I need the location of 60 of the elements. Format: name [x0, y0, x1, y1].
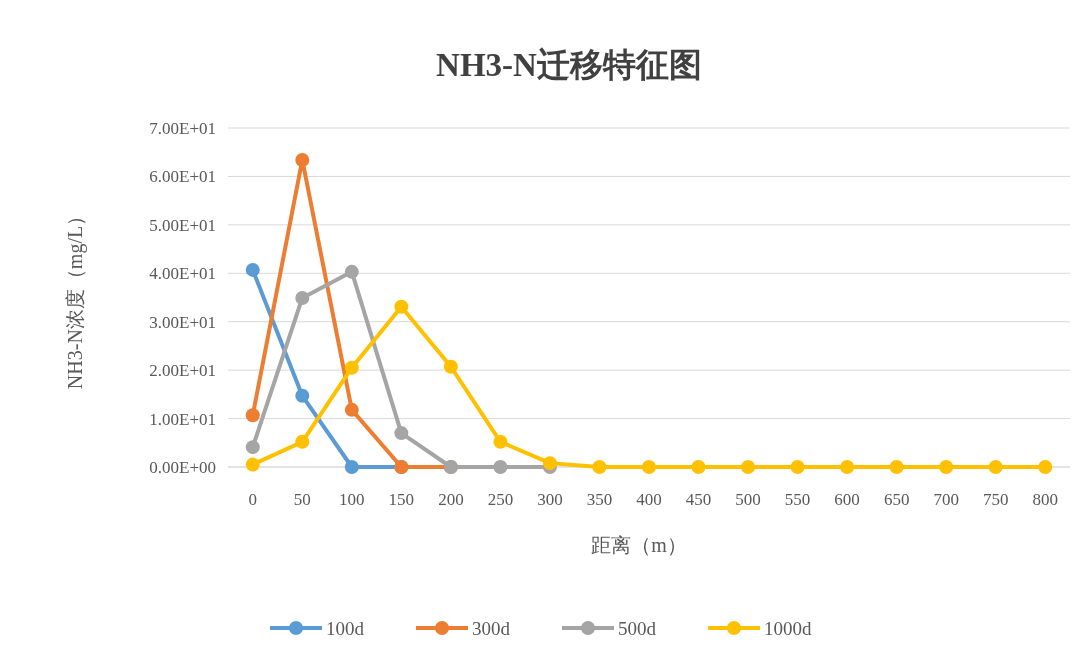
point [245, 457, 260, 472]
x-tick-label: 500 [735, 490, 761, 509]
point [245, 262, 260, 277]
point [394, 426, 409, 441]
point [939, 460, 954, 474]
x-tick-label: 150 [388, 490, 415, 509]
y-tick-label: 5.00E+01 [149, 215, 216, 235]
point [642, 460, 656, 474]
x-tick-label: 800 [1032, 490, 1058, 509]
x-axis-title: 距离（m） [591, 534, 687, 556]
x-tick-label: 700 [933, 490, 959, 509]
point [889, 460, 904, 474]
x-tick-label: 350 [586, 490, 613, 509]
point [542, 456, 557, 471]
x-tick-label: 650 [883, 490, 910, 509]
x-tick-label: 600 [834, 490, 860, 509]
x-tick-label: 750 [982, 490, 1009, 509]
x-tick-label: 450 [685, 490, 712, 509]
x-tick-label: 100 [339, 490, 365, 509]
point [394, 299, 409, 314]
y-tick-label: 3.00E+01 [149, 312, 216, 332]
point [840, 460, 855, 474]
point [344, 264, 359, 279]
point [691, 460, 706, 474]
point [295, 388, 310, 403]
point [1038, 460, 1053, 474]
y-tick-label: 2.00E+01 [149, 361, 216, 381]
legend-label: 100d [326, 618, 365, 639]
point [295, 290, 310, 305]
x-tick-label: 50 [293, 490, 311, 509]
point [245, 408, 260, 423]
y-tick-label: 4.00E+01 [149, 264, 216, 284]
point [295, 152, 310, 167]
x-tick-label: 300 [537, 490, 563, 509]
point [245, 440, 260, 455]
point [592, 460, 607, 474]
y-tick-label: 0.00E+00 [149, 458, 216, 477]
point [443, 359, 458, 374]
point [988, 460, 1003, 474]
y-tick-label: 1.00E+01 [149, 409, 216, 429]
x-tick-label: 200 [438, 490, 464, 509]
y-axis-title: NH3-N浓度（mg/L） [64, 205, 87, 390]
point [790, 460, 805, 474]
point [344, 360, 359, 375]
point [741, 460, 756, 474]
chart-title: NH3-N迁移特征图 [436, 47, 702, 83]
legend-label: 300d [472, 618, 511, 639]
legend-label: 1000d [764, 618, 812, 639]
y-tick-label: 7.00E+01 [149, 119, 216, 138]
legend-label: 500d [618, 618, 657, 639]
x-tick-label: 400 [636, 490, 662, 509]
y-tick-label: 6.00E+01 [149, 167, 216, 187]
point [493, 434, 508, 449]
x-tick-label: 0 [248, 490, 258, 509]
point [295, 434, 310, 449]
x-tick-label: 550 [784, 490, 811, 509]
point [344, 402, 359, 417]
x-tick-label: 250 [487, 490, 514, 509]
point [493, 460, 508, 474]
point [344, 460, 359, 474]
